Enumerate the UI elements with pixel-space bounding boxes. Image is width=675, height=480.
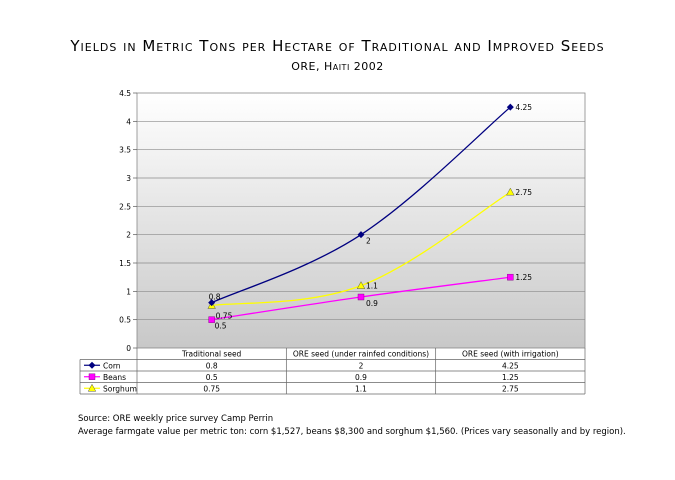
table-cell: 0.5 — [206, 373, 218, 382]
chart-subtitle: ORE, Haiti 2002 — [291, 60, 384, 73]
value-note: Average farmgate value per metric ton: c… — [78, 427, 626, 437]
y-tick-label: 4 — [126, 117, 131, 126]
y-tick-label: 4.5 — [119, 89, 131, 98]
legend-key-marker — [87, 383, 97, 392]
y-tick-label: 3.5 — [119, 146, 131, 155]
legend-key-marker — [88, 361, 96, 369]
data-point-corn — [208, 299, 216, 307]
chart-title: Yields in Metric Tons per Hectare of Tra… — [70, 37, 605, 55]
data-point-sorghum — [356, 281, 366, 289]
data-point-sorghum — [506, 187, 515, 196]
chart-notes: Source: ORE weekly price survey Camp Per… — [78, 413, 626, 439]
y-tick-label: 1.5 — [119, 259, 131, 268]
legend-key-marker — [88, 373, 96, 380]
plot-area — [136, 92, 586, 349]
data-label: 1.1 — [366, 282, 378, 291]
y-tick-label: 0 — [126, 344, 131, 353]
data-point-beans — [357, 293, 365, 301]
data-point-corn — [506, 103, 514, 111]
data-label: 0.9 — [366, 299, 378, 308]
data-label: 2 — [366, 237, 371, 246]
table-cell: 0.75 — [203, 384, 220, 393]
source-note: Source: ORE weekly price survey Camp Per… — [78, 414, 274, 424]
table-cell: 0.8 — [206, 361, 218, 370]
data-label: 0.75 — [216, 312, 233, 321]
legend-label: Beans — [103, 373, 126, 382]
table-cell: 4.25 — [502, 361, 519, 370]
category-label: Traditional seed — [181, 350, 242, 359]
data-label: 2.75 — [515, 188, 532, 197]
table-cell: 0.9 — [355, 373, 367, 382]
category-label: ORE seed (under rainfed conditions) — [293, 350, 429, 359]
legend-label: Sorghum — [103, 384, 137, 393]
data-point-beans — [507, 273, 514, 281]
data-label: 0.8 — [209, 293, 221, 302]
table-cell: 2 — [359, 361, 364, 370]
table-cell: 1.1 — [355, 384, 367, 393]
data-point-beans — [208, 316, 215, 323]
y-tick-label: 3 — [126, 174, 131, 183]
table-cell: 1.25 — [502, 373, 519, 382]
data-label: 0.5 — [215, 322, 227, 331]
y-tick-label: 2.5 — [119, 202, 131, 211]
data-point-corn — [357, 231, 365, 239]
data-label: 4.25 — [515, 103, 532, 112]
data-label: 1.25 — [515, 273, 532, 282]
y-tick-label: 1 — [126, 287, 131, 296]
y-tick-label: 2 — [126, 231, 131, 240]
y-tick-label: 0.5 — [119, 316, 131, 325]
category-label: ORE seed (with irrigation) — [462, 350, 559, 359]
table-cell: 2.75 — [502, 384, 519, 393]
legend-label: Corn — [103, 361, 121, 370]
